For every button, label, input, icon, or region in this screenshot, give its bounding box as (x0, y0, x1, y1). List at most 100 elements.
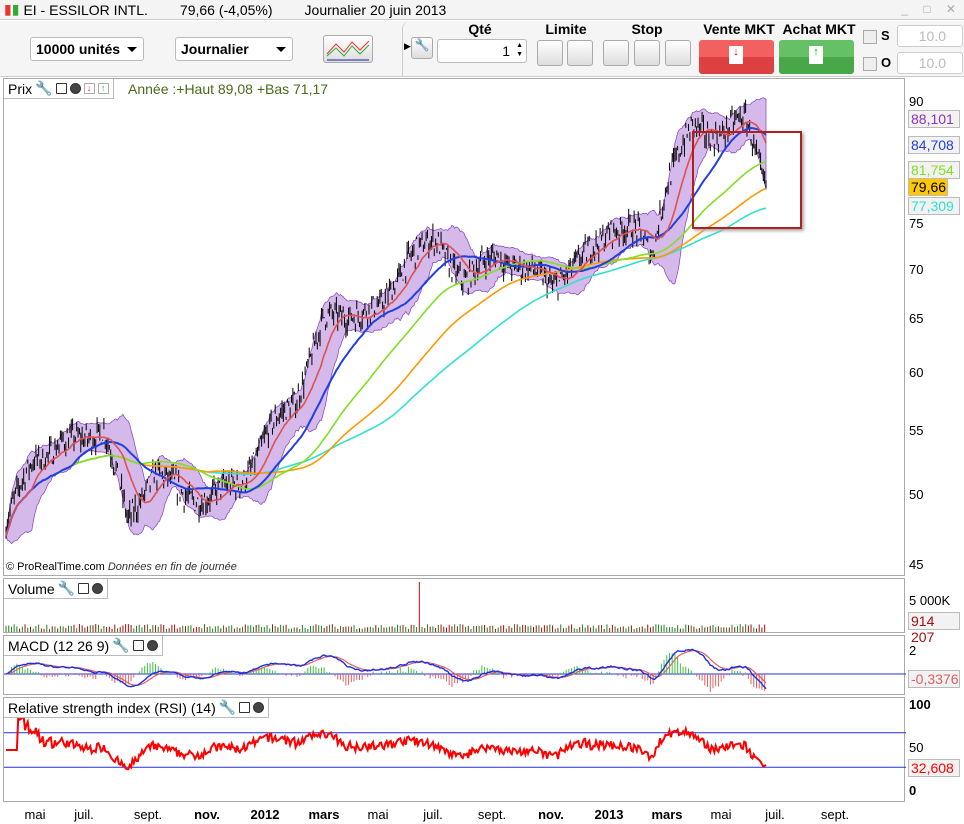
date-tick: sept. (133, 807, 163, 822)
arrow-down-icon[interactable]: ↓ (83, 83, 95, 94)
price-tick: 55 (909, 422, 924, 438)
rsi-label: Relative strength index (RSI) (14) (8, 699, 216, 716)
price-axis: 90 75 70 65 60 55 50 45 88,101 84,708 81,754 79,66 7… (906, 78, 964, 576)
wrench-icon[interactable]: 🔧 (218, 699, 237, 715)
o-input[interactable]: 10.0 (897, 52, 963, 74)
wrench-button[interactable]: 🔧 (411, 37, 433, 59)
date-tick: mai (367, 807, 389, 822)
price-tick: 65 (909, 311, 924, 327)
date-axis: mai juil. sept. nov. 2012 mars mai juil. sept. no… (0, 803, 906, 824)
rsi-value-tag: 32,608 (908, 759, 960, 777)
date-tick: nov. (538, 807, 564, 822)
window-controls[interactable]: _ □ ✕ (901, 2, 962, 16)
s-checkbox[interactable] (863, 30, 877, 44)
qty-value: 1 (502, 43, 510, 59)
o-label: O (881, 55, 892, 70)
close-icon[interactable] (146, 640, 158, 651)
macd-value-tag: -0,3376 (908, 670, 960, 688)
volume-tick: 5 000K (909, 593, 951, 608)
buy-market-button[interactable]: ↑ (779, 40, 854, 74)
o-value: 10.0 (918, 55, 946, 71)
s-label: S (881, 28, 890, 43)
chevron-down-icon (127, 47, 137, 52)
moving-average-50 (5, 127, 767, 536)
volume-value-tag: 914 207 (908, 612, 960, 645)
price-value-tag: 88,101 (908, 110, 960, 128)
spinner-icon[interactable]: ▲ ▼ (516, 42, 523, 58)
copyright: © ProRealTime.com Données en fin de jour… (6, 561, 237, 573)
macd-axis: 2 -0,3376 (906, 635, 964, 695)
limit-buy-button[interactable] (537, 40, 563, 66)
rsi-panel: Relative strength index (RSI) (14) 🔧 (3, 697, 906, 802)
o-checkbox[interactable] (863, 57, 877, 71)
macd-header: MACD (12 26 9) 🔧 (4, 636, 163, 656)
price-panel-header: Prix 🔧 ↓ ↑ (4, 79, 114, 99)
macd-line (5, 648, 767, 690)
limit-label: Limite (545, 21, 587, 37)
date-tick: mai (710, 807, 732, 822)
price-tick: 45 (909, 557, 924, 573)
volume-header: Volume 🔧 (4, 579, 109, 599)
qty-input[interactable]: 1 ▲ ▼ (437, 39, 527, 63)
wrench-icon[interactable]: 🔧 (35, 80, 53, 96)
expand-arrow-icon[interactable]: ▶ (404, 41, 411, 51)
period-select[interactable]: Journalier (175, 37, 293, 61)
stop-button-3[interactable] (665, 40, 691, 66)
moving-average-20 (5, 120, 767, 536)
chevron-down-icon (276, 47, 286, 52)
zoom-rectangle (692, 131, 802, 229)
bollinger-band (5, 97, 767, 545)
price-tick: 75 (909, 215, 924, 231)
toolbar: 10000 unités Journalier ▶ 🔧 Qté 1 ▲ ▼ Limi… (0, 21, 964, 77)
stop-label: Stop (631, 21, 663, 37)
s-value: 10.0 (918, 28, 946, 44)
stop-button-1[interactable] (603, 40, 629, 66)
candlestick-icon: ▮▮ (4, 1, 20, 17)
date-tick: 2012 (250, 807, 280, 822)
price-label: Prix (8, 80, 33, 97)
stop-button-2[interactable] (634, 40, 660, 66)
close-icon[interactable] (69, 83, 81, 94)
sell-label: Vente MKT (703, 21, 775, 37)
price-value-tag: 79,66 (908, 178, 948, 196)
date: 20 juin 2013 (370, 1, 447, 18)
limit-sell-button[interactable] (567, 40, 593, 66)
window-icon[interactable] (132, 640, 144, 651)
date-tick: mars (651, 807, 683, 822)
indicators-button[interactable] (323, 35, 373, 63)
window-icon[interactable] (239, 702, 251, 713)
period-select-value: Journalier (181, 41, 249, 57)
arrow-up-icon[interactable]: ↑ (97, 83, 109, 94)
price-tick: 70 (909, 261, 924, 277)
symbol-name: EI - ESSILOR INTL. (23, 1, 148, 18)
date-tick: juil. (423, 807, 443, 822)
wrench-icon: 🔧 (414, 38, 430, 52)
wrench-icon[interactable]: 🔧 (57, 580, 76, 596)
price-tick: 50 (909, 486, 924, 502)
window-icon[interactable] (78, 583, 90, 594)
rsi-axis: 100 50 0 32,608 (906, 697, 964, 802)
macd-label: MACD (12 26 9) (8, 637, 110, 654)
period: Journalier (304, 1, 367, 18)
price-value-tag: 84,708 (908, 136, 960, 154)
date-tick: juil. (74, 807, 94, 822)
close-icon[interactable] (92, 583, 104, 594)
price-tick: 90 (909, 94, 924, 109)
moving-average-100 (5, 161, 767, 536)
date-tick: sept. (820, 807, 850, 822)
price-chart[interactable] (4, 79, 906, 577)
price-value-tag: 77,309 (908, 197, 960, 215)
quantity-select[interactable]: 10000 unités (30, 37, 144, 61)
volume-chart (5, 582, 766, 632)
close-icon[interactable] (253, 702, 265, 713)
wrench-icon[interactable]: 🔧 (112, 637, 130, 653)
volume-label: Volume (8, 580, 55, 597)
rsi-tick-100: 100 (909, 697, 931, 712)
title-bar: ▮▮ EI - ESSILOR INTL. 79,66 (-4,05%) Jou… (0, 0, 964, 20)
sell-market-button[interactable]: ↓ (699, 40, 774, 74)
s-input[interactable]: 10.0 (897, 25, 963, 47)
date-tick: 2013 (594, 807, 624, 822)
window-icon[interactable] (55, 83, 67, 94)
date-tick: mars (308, 807, 340, 822)
macd-chart (4, 648, 906, 692)
